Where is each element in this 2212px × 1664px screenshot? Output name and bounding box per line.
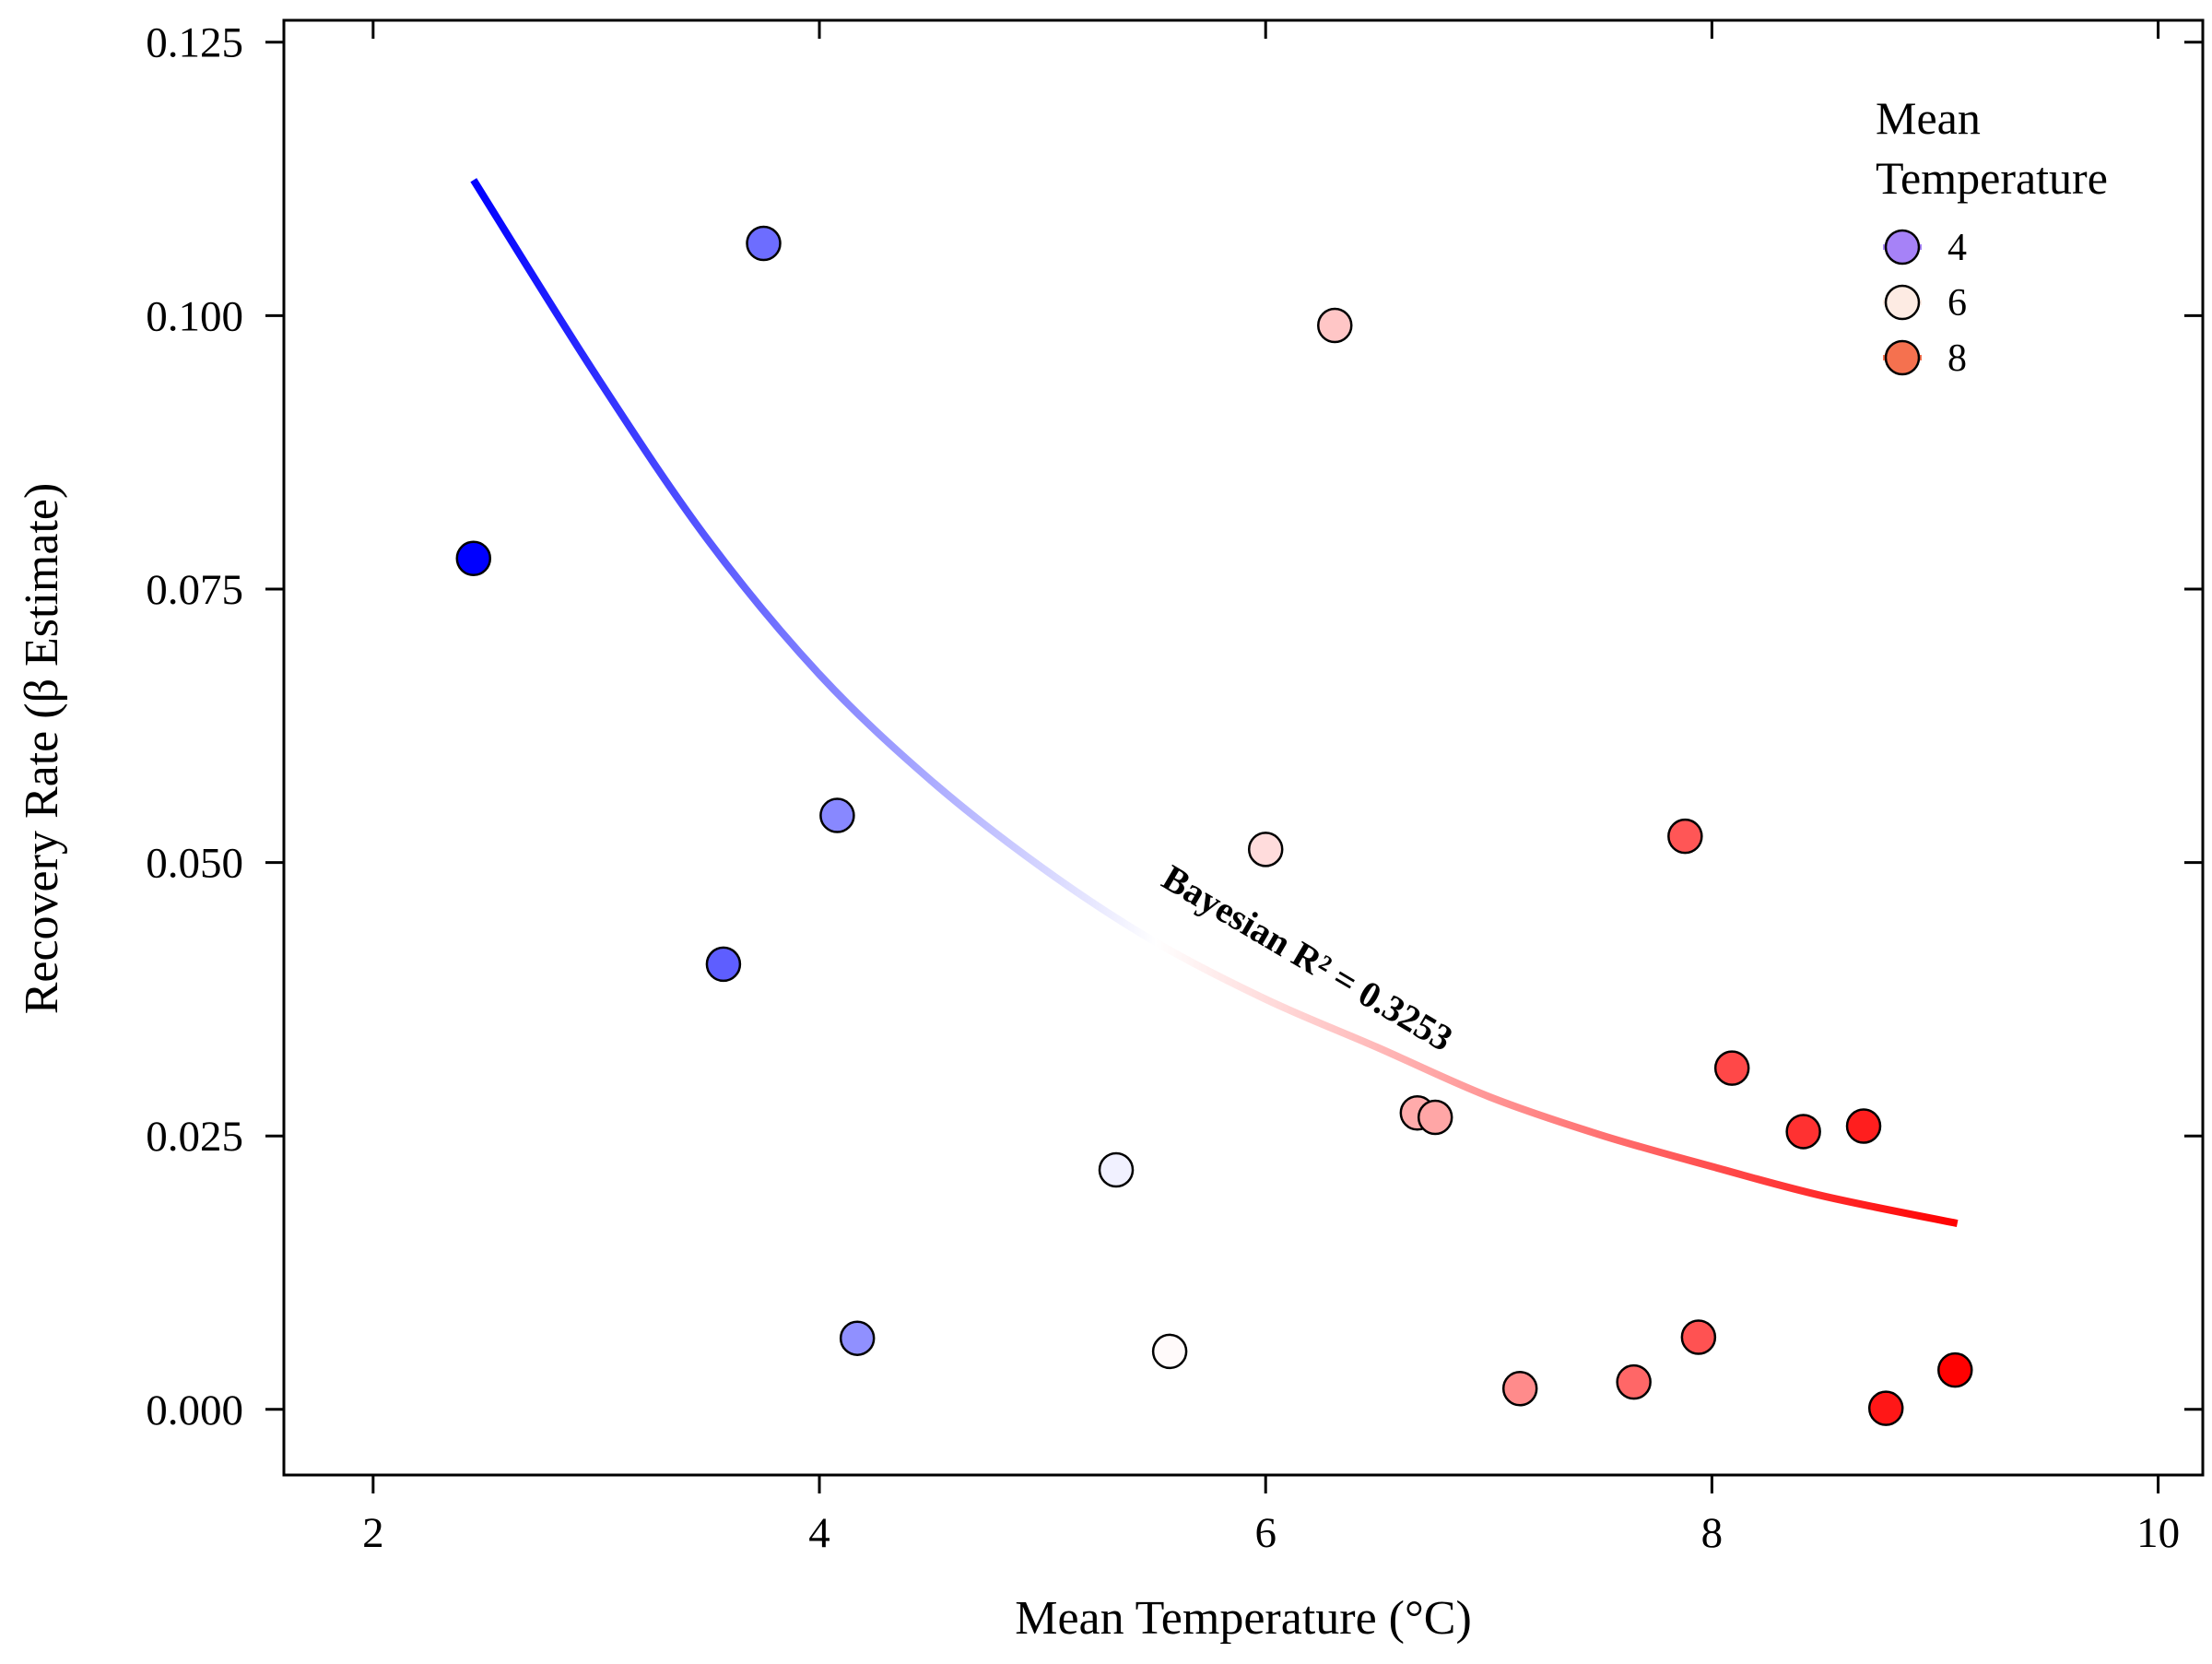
data-point bbox=[1867, 1390, 1904, 1426]
legend-title-line-1: Mean bbox=[1876, 92, 1981, 144]
y-tick-label: 0.000 bbox=[146, 1387, 243, 1434]
legend: Mean Temperature 4 6 8 bbox=[1876, 92, 2108, 380]
data-point bbox=[1501, 1371, 1538, 1407]
y-tick-label: 0.075 bbox=[146, 566, 243, 614]
y-axis: 0.000 0.025 0.050 0.075 0.100 0.125 bbox=[146, 19, 2203, 1434]
data-points bbox=[455, 225, 1973, 1426]
x-tick-label: 4 bbox=[808, 1509, 830, 1557]
x-tick-label: 8 bbox=[1701, 1509, 1724, 1557]
y-tick-label: 0.025 bbox=[146, 1113, 243, 1161]
r-squared-annotation: Bayesian R² = 0.3253 bbox=[1156, 856, 1460, 1059]
data-point bbox=[1417, 1099, 1453, 1136]
data-point bbox=[1667, 818, 1703, 855]
data-point bbox=[1317, 307, 1353, 344]
y-tick-label: 0.100 bbox=[146, 292, 243, 340]
x-axis-title: Mean Temperature (°C) bbox=[1015, 1592, 1472, 1645]
legend-label: 8 bbox=[1947, 337, 1967, 380]
data-point bbox=[1785, 1114, 1821, 1150]
plot-frame bbox=[282, 18, 2205, 1477]
data-point bbox=[839, 1320, 876, 1356]
legend-point-swatch bbox=[1884, 229, 1921, 266]
data-point bbox=[455, 540, 492, 576]
data-point bbox=[1247, 832, 1284, 867]
y-tick-label: 0.050 bbox=[146, 840, 243, 888]
legend-label: 6 bbox=[1947, 282, 1967, 325]
legend-label: 4 bbox=[1947, 227, 1967, 269]
legend-entries: 4 6 8 bbox=[1883, 227, 1967, 380]
data-point bbox=[1713, 1050, 1750, 1086]
legend-point-swatch bbox=[1884, 339, 1921, 376]
data-point bbox=[705, 946, 742, 983]
data-point bbox=[1845, 1108, 1882, 1144]
data-point bbox=[1151, 1333, 1188, 1370]
x-tick-label: 2 bbox=[362, 1509, 384, 1557]
data-point bbox=[819, 797, 855, 833]
data-point bbox=[746, 225, 782, 262]
y-axis-title: Recovery Rate (β Estimate) bbox=[16, 483, 68, 1015]
x-axis: 2 4 6 8 10 bbox=[362, 20, 2180, 1557]
legend-point-swatch bbox=[1884, 284, 1921, 321]
x-tick-label: 10 bbox=[2136, 1509, 2180, 1557]
data-point bbox=[1937, 1351, 1973, 1388]
y-tick-label: 0.125 bbox=[146, 19, 243, 67]
data-point bbox=[1098, 1151, 1135, 1188]
legend-title-line-2: Temperature bbox=[1876, 152, 2108, 204]
data-point bbox=[1680, 1319, 1717, 1355]
fit-curve bbox=[470, 178, 1959, 1228]
data-point bbox=[1616, 1363, 1652, 1400]
x-tick-label: 6 bbox=[1254, 1509, 1277, 1557]
